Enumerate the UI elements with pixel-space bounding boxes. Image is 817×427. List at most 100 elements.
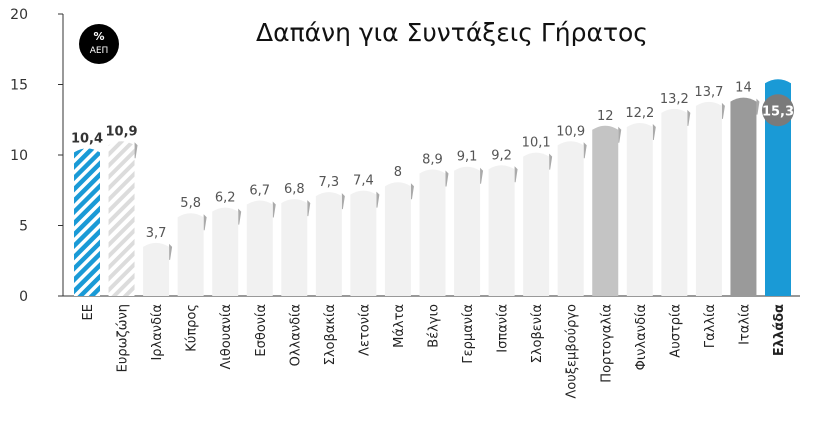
value-label: 6,2: [215, 191, 236, 206]
bar-fold-shadow: [445, 170, 449, 187]
bar: [661, 108, 688, 296]
bar-fold-shadow: [272, 201, 276, 218]
value-label: 13,2: [660, 92, 689, 107]
bar: [108, 141, 135, 296]
chart-title: Δαπάνη για Συντάξεις Γήρατος: [256, 18, 648, 47]
bar-fold-shadow: [514, 166, 518, 183]
unit-badge-line1: %: [93, 30, 104, 43]
category-label: Ελλάδα: [772, 304, 787, 356]
bar-group: 7,4: [350, 174, 380, 296]
bar-fold-shadow: [618, 126, 622, 143]
value-label: 3,7: [146, 226, 167, 241]
bar: [212, 207, 239, 296]
bar-group: 15,3: [762, 79, 794, 297]
value-label: 10,9: [106, 124, 138, 139]
value-label: 9,2: [491, 148, 512, 163]
bar-fold-shadow: [687, 109, 691, 126]
bar-fold-shadow: [549, 153, 553, 170]
category-label: ΕΕ: [81, 304, 96, 320]
bar: [765, 79, 791, 297]
bar-group: 12: [592, 109, 622, 296]
bar: [695, 101, 722, 296]
bar: [384, 182, 411, 296]
category-label: Γερμανία: [461, 304, 476, 364]
bar-fold-shadow: [410, 183, 414, 200]
bar-fold-shadow: [341, 193, 345, 210]
category-label: Ευρωζώνη: [116, 304, 131, 372]
category-label: Σλοβενία: [530, 304, 545, 363]
bar: [315, 192, 342, 296]
value-label: 10,4: [71, 131, 103, 146]
bar: [626, 122, 653, 296]
bar-group: 13,2: [660, 92, 691, 296]
bar: [177, 213, 204, 296]
bar-group: 10,9: [106, 124, 138, 296]
category-label: Βέλγιο: [427, 304, 442, 348]
bar-group: 8: [384, 165, 414, 296]
bar-group: 6,7: [246, 184, 276, 296]
bar: [454, 166, 481, 296]
value-label: 7,3: [319, 175, 340, 190]
bar: [350, 190, 377, 296]
y-tick-label: 0: [19, 289, 28, 305]
category-label: Λουξεμβούργο: [565, 304, 580, 399]
bars-group: 10,4 10,93,75,8 6,2 6,7 6,8 7,3 7,488,9 9,1 9,21…: [71, 79, 794, 297]
category-label: Κύπρος: [185, 304, 200, 352]
value-label: 8: [394, 165, 402, 180]
bar-fold-shadow: [203, 214, 207, 231]
value-label: 12: [597, 109, 614, 124]
category-label: Φινλανδία: [634, 304, 649, 370]
bar-fold-shadow: [238, 208, 242, 225]
category-label: Σλοβακία: [323, 304, 338, 365]
y-tick-label: 5: [19, 219, 28, 235]
value-label: 12,2: [625, 106, 654, 121]
bar-group: 9,2: [488, 148, 518, 296]
category-label: Λετονία: [357, 304, 372, 356]
bar-group: 12,2: [625, 106, 656, 296]
category-label: Πορτογαλία: [599, 304, 614, 383]
bar-group: 7,3: [315, 175, 345, 296]
category-label: Αυστρία: [668, 304, 683, 358]
bar-group: 10,9: [556, 124, 587, 296]
y-tick-label: 10: [10, 148, 28, 164]
bar: [592, 125, 619, 296]
bar: [74, 148, 100, 296]
bar: [143, 242, 170, 296]
x-axis-labels: ΕΕ Ευρωζώνη Ιρλανδία Κύπρος Λιθουανία Εσθονία…: [81, 304, 787, 399]
value-label: 14: [735, 81, 752, 96]
bar-fold-shadow: [376, 191, 380, 208]
value-label: 10,1: [522, 136, 551, 151]
bar-group: 10,1: [522, 136, 553, 296]
bar: [419, 169, 446, 296]
bar-group: 6,8: [281, 182, 311, 296]
bar: [730, 97, 757, 296]
bar-fold-shadow: [307, 200, 311, 217]
bar-group: 9,1: [454, 150, 484, 296]
y-tick-label: 15: [10, 78, 28, 94]
bar-group: 14: [730, 81, 760, 296]
bar-fold-shadow: [721, 102, 725, 119]
category-label: Ισπανία: [496, 304, 511, 353]
category-label: Ολλανδία: [288, 304, 303, 366]
bar: [523, 152, 550, 296]
bar: [557, 141, 584, 296]
bar-fold-shadow: [652, 123, 656, 140]
value-label: 9,1: [457, 150, 478, 165]
value-label: 6,7: [249, 184, 270, 199]
bar: [246, 200, 273, 296]
value-label: 7,4: [353, 174, 374, 189]
bar-fold-shadow: [583, 142, 587, 159]
category-label: Εσθονία: [254, 304, 269, 357]
value-label: 13,7: [694, 85, 723, 100]
bar-group: 8,9: [419, 153, 449, 296]
bar-fold-shadow: [169, 243, 173, 260]
unit-badge: % ΑΕΠ: [79, 24, 119, 64]
bar-group: 10,4: [71, 131, 103, 296]
bar-group: 3,7: [143, 226, 173, 296]
value-label: 8,9: [422, 153, 443, 168]
category-label: Ιταλία: [737, 304, 752, 345]
value-label: 6,8: [284, 182, 305, 197]
bar-fold-shadow: [480, 167, 484, 184]
bar-group: 5,8: [177, 196, 207, 296]
